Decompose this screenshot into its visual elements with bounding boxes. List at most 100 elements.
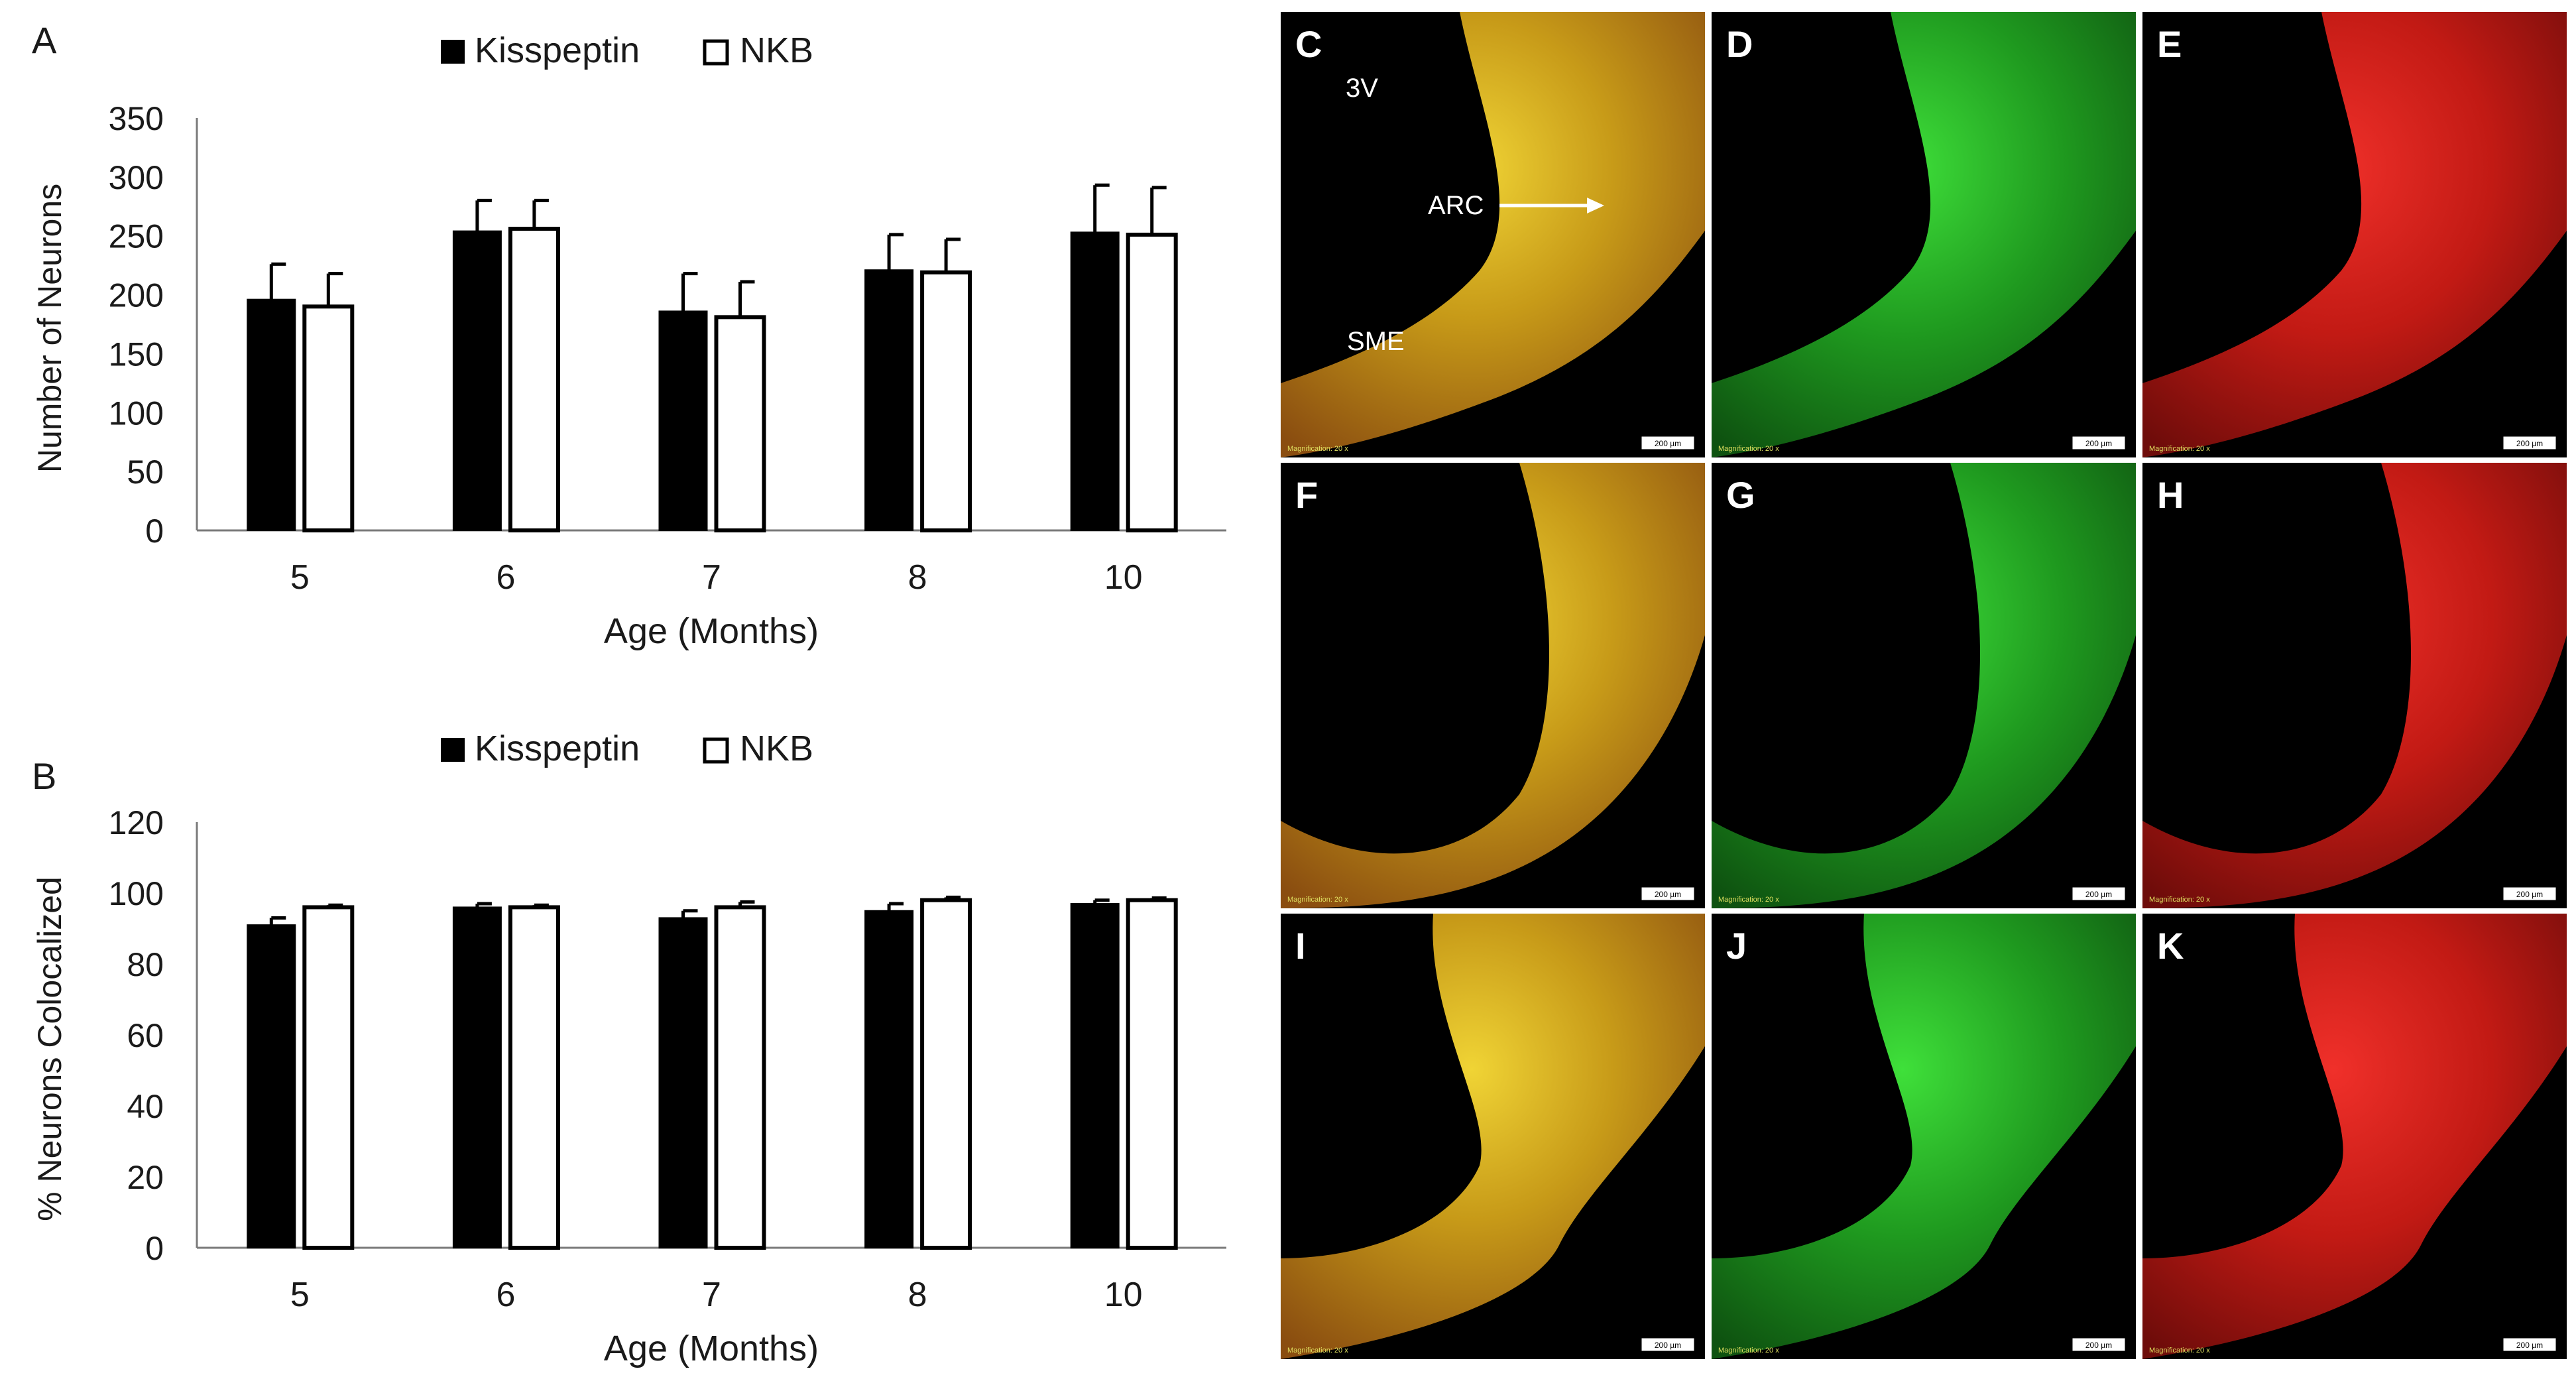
magnification-text: Magnification: 20 x [1287,1347,1348,1355]
tissue-section [1712,463,2136,908]
panel-label-d: D [1726,23,1753,65]
tissue-section [1281,914,1705,1359]
panel-label-j: J [1726,925,1747,967]
annotation-3v: 3V [1346,74,1378,103]
micrograph-h: H Magnification: 20 x 200 µm [2142,463,2567,908]
chart-a-ytick-label: 250 [109,218,164,255]
chart-b-ytick-label: 20 [127,1159,164,1196]
chart-a-ylabel: Number of Neurons [31,184,68,473]
chart-a-bar-nkb [302,304,355,532]
chart-b-xtick-label: 7 [702,1276,721,1314]
scale-bar [2502,1337,2557,1352]
tissue-section [2142,12,2567,457]
chart-b-ytick-label: 60 [127,1017,164,1054]
tissue-section [2142,914,2567,1359]
panel-label-h: H [2157,474,2184,516]
micrograph-i: I Magnification: 20 x 200 µm [1281,914,1705,1359]
chart-a-xlabel: Age (Months) [604,611,819,651]
legend-a-kisspeptin-label: Kisspeptin [475,30,640,70]
micrograph-d: D Magnification: 20 x 200 µm [1712,12,2136,457]
chart-a-bar-nkb [714,315,766,532]
micrograph-f: F Magnification: 20 x 200 µm [1281,463,1705,908]
chart-b-bar-kisspeptin [658,917,708,1248]
scale-bar-label: 200 µm [2085,439,2112,448]
chart-a-bar-kisspeptin [864,269,914,531]
chart-b-ytick-label: 100 [109,875,164,912]
chart-b-xtick-label: 10 [1104,1276,1143,1314]
scale-bar-label: 200 µm [2516,439,2543,448]
legend-a: Kisspeptin NKB [441,30,813,70]
panel-label-c: C [1295,23,1322,65]
scale-bar [2072,886,2126,901]
chart-a-ytick-label: 300 [109,159,164,196]
chart-b-ytick-label: 80 [127,946,164,983]
scale-bar-label: 200 µm [2085,890,2112,899]
chart-b-ytick-label: 40 [127,1088,164,1125]
micrograph-e: E Magnification: 20 x 200 µm [2142,12,2567,457]
chart-a-xtick-label: 7 [702,558,721,597]
legend-b-kisspeptin-swatch [441,738,465,762]
panel-label-i: I [1295,925,1306,967]
scale-bar [2072,436,2126,450]
scale-bar [2502,436,2557,450]
tissue-section [1281,463,1705,908]
magnification-text: Magnification: 20 x [2149,1347,2210,1355]
chart-b-bar-kisspeptin [864,910,914,1248]
magnification-text: Magnification: 20 x [1718,896,1779,904]
scale-bar-label: 200 µm [2085,1341,2112,1350]
chart-b-xtick-label: 5 [290,1276,310,1314]
scale-bar-label: 200 µm [1655,890,1681,899]
chart-a: A Kisspeptin NKB 0 50 100 150 200 250 300 350 5 6… [31,19,1226,651]
micrograph-g: G Magnification: 20 x 200 µm [1712,463,2136,908]
magnification-text: Magnification: 20 x [1718,445,1779,453]
arc-arrow-head [1587,198,1604,213]
legend-b: Kisspeptin NKB [441,729,813,768]
tissue-section [1712,12,2136,457]
chart-a-plot: 0 50 100 150 200 250 300 350 5 6 7 8 10 [109,100,1226,597]
scale-bar [1641,886,1695,901]
chart-a-bar-nkb [508,227,560,532]
micrograph-grid: C 3V ARC SME Magnification: 20 x 200 µm D Magni… [1281,12,2567,1359]
chart-b-xlabel: Age (Months) [604,1329,819,1368]
chart-a-bar-kisspeptin [1070,231,1120,531]
tissue-section [2142,463,2567,908]
legend-b-kisspeptin-label: Kisspeptin [475,729,640,768]
chart-b-bar-nkb [1126,898,1178,1250]
micrograph-k: K Magnification: 20 x 200 µm [2142,914,2567,1359]
tissue-section [1712,914,2136,1359]
legend-a-nkb-swatch [703,39,729,66]
magnification-text: Magnification: 20 x [1287,896,1348,904]
annotation-sme: SME [1347,327,1405,356]
chart-b-bar-nkb [714,905,766,1250]
chart-a-xtick-label: 8 [908,558,927,597]
legend-a-kisspeptin-swatch [441,40,465,64]
chart-b-ylabel: % Neurons Colocalized [31,876,68,1221]
chart-b-bar-nkb [508,905,560,1250]
chart-b-bar-kisspeptin [247,924,296,1249]
chart-a-bar-kisspeptin [247,298,296,531]
scale-bar [1641,1337,1695,1352]
scale-bar-label: 200 µm [1655,439,1681,448]
magnification-text: Magnification: 20 x [2149,896,2210,904]
scale-bar-label: 200 µm [2516,890,2543,899]
magnification-text: Magnification: 20 x [1287,445,1348,453]
chart-a-bar-kisspeptin [452,230,502,531]
chart-a-ytick-label: 350 [109,100,164,137]
chart-a-ytick-label: 0 [145,513,164,550]
magnification-text: Magnification: 20 x [2149,445,2210,453]
chart-a-ytick-label: 200 [109,277,164,314]
chart-b-bar-nkb [920,898,972,1250]
panel-label-k: K [2157,925,2184,967]
chart-a-bar-nkb [920,270,972,532]
chart-b: B Kisspeptin NKB 0 20 40 60 80 100 120 5 6 7 8 10 %… [31,729,1226,1368]
scale-bar [1641,436,1695,450]
scale-bar [2502,886,2557,901]
panel-label-e: E [2157,23,2182,65]
legend-a-nkb-label: NKB [740,30,813,70]
micrograph-j: J Magnification: 20 x 200 µm [1712,914,2136,1359]
tissue-section [1281,12,1705,457]
panel-label-b: B [32,755,56,797]
chart-b-xtick-label: 6 [496,1276,515,1314]
chart-a-ytick-label: 50 [127,453,164,491]
